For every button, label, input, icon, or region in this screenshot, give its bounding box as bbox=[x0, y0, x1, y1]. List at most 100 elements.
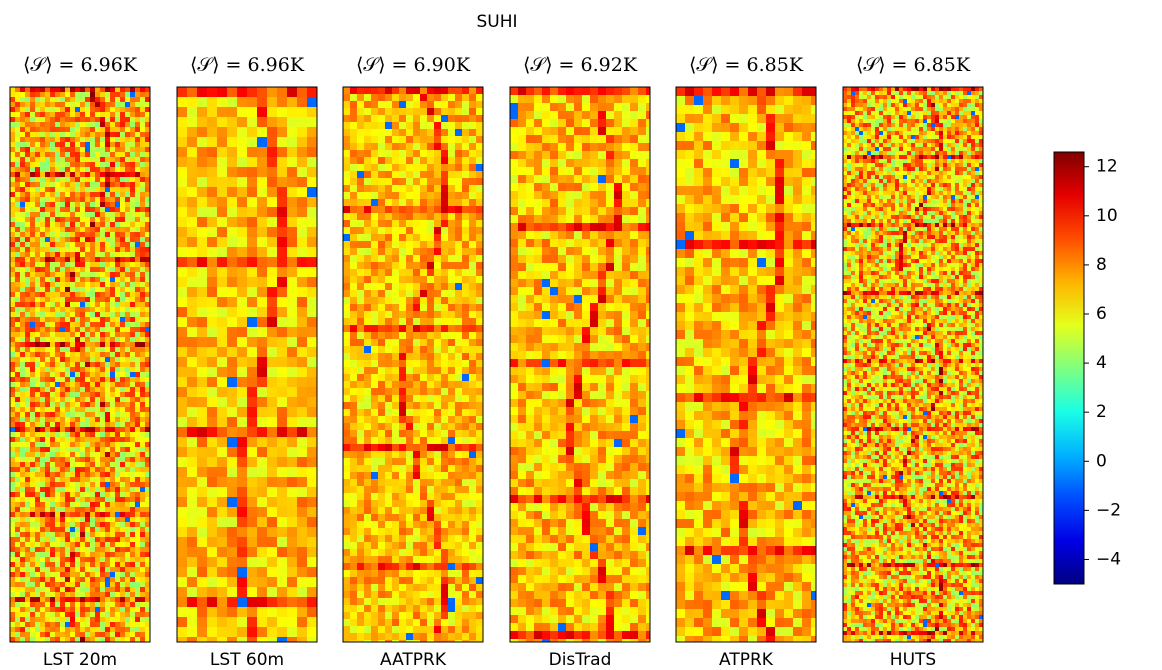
heat-cell bbox=[257, 537, 267, 547]
heat-cell bbox=[15, 592, 20, 597]
heat-cell bbox=[80, 357, 85, 362]
heat-cell bbox=[30, 272, 35, 277]
heat-cell bbox=[135, 127, 140, 132]
heat-cell bbox=[35, 627, 40, 632]
heat-cell bbox=[100, 322, 105, 327]
heat-cell bbox=[364, 458, 371, 465]
heat-cell bbox=[357, 451, 364, 458]
heat-cell bbox=[95, 462, 100, 467]
heat-cell bbox=[420, 402, 427, 409]
heat-cell bbox=[65, 437, 70, 442]
heat-cell bbox=[434, 451, 441, 458]
heat-cell bbox=[378, 388, 385, 395]
heat-cell bbox=[455, 430, 462, 437]
heat-cell bbox=[65, 262, 70, 267]
heat-cell bbox=[448, 108, 455, 115]
heat-cell bbox=[105, 427, 110, 432]
heat-cell bbox=[120, 332, 125, 337]
heat-cell bbox=[247, 527, 257, 537]
heat-cell bbox=[75, 242, 80, 247]
heat-cell bbox=[75, 477, 80, 482]
heat-cell bbox=[227, 227, 237, 237]
heat-cell bbox=[392, 451, 399, 458]
heat-cell bbox=[462, 304, 469, 311]
heat-cell bbox=[476, 381, 483, 388]
heat-cell bbox=[448, 388, 455, 395]
heat-cell bbox=[247, 317, 257, 327]
heat-cell bbox=[40, 177, 45, 182]
heat-cell bbox=[399, 381, 406, 388]
heat-cell bbox=[30, 562, 35, 567]
heat-cell bbox=[357, 136, 364, 143]
heat-cell bbox=[105, 122, 110, 127]
heat-cell bbox=[145, 227, 150, 232]
heat-cell bbox=[448, 185, 455, 192]
heat-cell bbox=[227, 487, 237, 497]
heat-cell bbox=[120, 487, 125, 492]
heat-cell bbox=[95, 567, 100, 572]
heat-cell bbox=[277, 387, 287, 397]
heat-cell bbox=[75, 592, 80, 597]
heat-cell bbox=[25, 577, 30, 582]
heat-cell bbox=[80, 592, 85, 597]
heat-cell bbox=[413, 192, 420, 199]
heat-cell bbox=[130, 292, 135, 297]
heat-cell bbox=[125, 152, 130, 157]
heat-cell bbox=[287, 457, 297, 467]
heat-cell bbox=[15, 267, 20, 272]
heat-cell bbox=[15, 522, 20, 527]
heat-cell bbox=[55, 637, 60, 642]
heat-cell bbox=[145, 297, 150, 302]
heat-cell bbox=[125, 207, 130, 212]
heat-cell bbox=[80, 487, 85, 492]
heat-cell bbox=[85, 482, 90, 487]
heat-cell bbox=[140, 412, 145, 417]
heat-cell bbox=[100, 327, 105, 332]
heat-cell bbox=[75, 147, 80, 152]
heat-cell bbox=[75, 172, 80, 177]
heat-cell bbox=[40, 262, 45, 267]
heat-cell bbox=[75, 282, 80, 287]
heat-cell bbox=[267, 617, 277, 627]
heat-cell bbox=[357, 129, 364, 136]
heat-cell bbox=[130, 242, 135, 247]
heat-cell bbox=[385, 465, 392, 472]
heat-cell bbox=[110, 632, 115, 637]
heat-cell bbox=[385, 199, 392, 206]
heat-cell bbox=[35, 292, 40, 297]
heat-cell bbox=[476, 206, 483, 213]
heat-cell bbox=[100, 197, 105, 202]
heat-cell bbox=[95, 467, 100, 472]
heat-cell bbox=[125, 192, 130, 197]
heat-cell bbox=[350, 381, 357, 388]
heat-cell bbox=[125, 407, 130, 412]
heat-cell bbox=[378, 437, 385, 444]
heat-cell bbox=[45, 207, 50, 212]
heat-cell bbox=[30, 352, 35, 357]
heat-cell bbox=[357, 353, 364, 360]
heat-cell bbox=[427, 290, 434, 297]
heat-cell bbox=[70, 472, 75, 477]
heat-cell bbox=[25, 377, 30, 382]
heat-cell bbox=[307, 157, 317, 167]
heat-cell bbox=[35, 267, 40, 272]
heat-cell bbox=[80, 582, 85, 587]
heat-cell bbox=[75, 562, 80, 567]
heat-cell bbox=[287, 97, 297, 107]
heat-cell bbox=[75, 412, 80, 417]
heat-cell bbox=[237, 387, 247, 397]
heat-cell bbox=[434, 94, 441, 101]
heat-cell bbox=[385, 87, 392, 94]
heat-cell bbox=[120, 302, 125, 307]
heat-cell bbox=[15, 157, 20, 162]
heat-cell bbox=[385, 367, 392, 374]
heat-cell bbox=[90, 537, 95, 542]
heat-cell bbox=[455, 395, 462, 402]
heat-cell bbox=[80, 102, 85, 107]
heat-cell bbox=[130, 527, 135, 532]
heat-cell bbox=[75, 532, 80, 537]
heat-cell bbox=[95, 152, 100, 157]
heat-cell bbox=[15, 227, 20, 232]
heat-cell bbox=[60, 497, 65, 502]
heat-cell bbox=[125, 117, 130, 122]
